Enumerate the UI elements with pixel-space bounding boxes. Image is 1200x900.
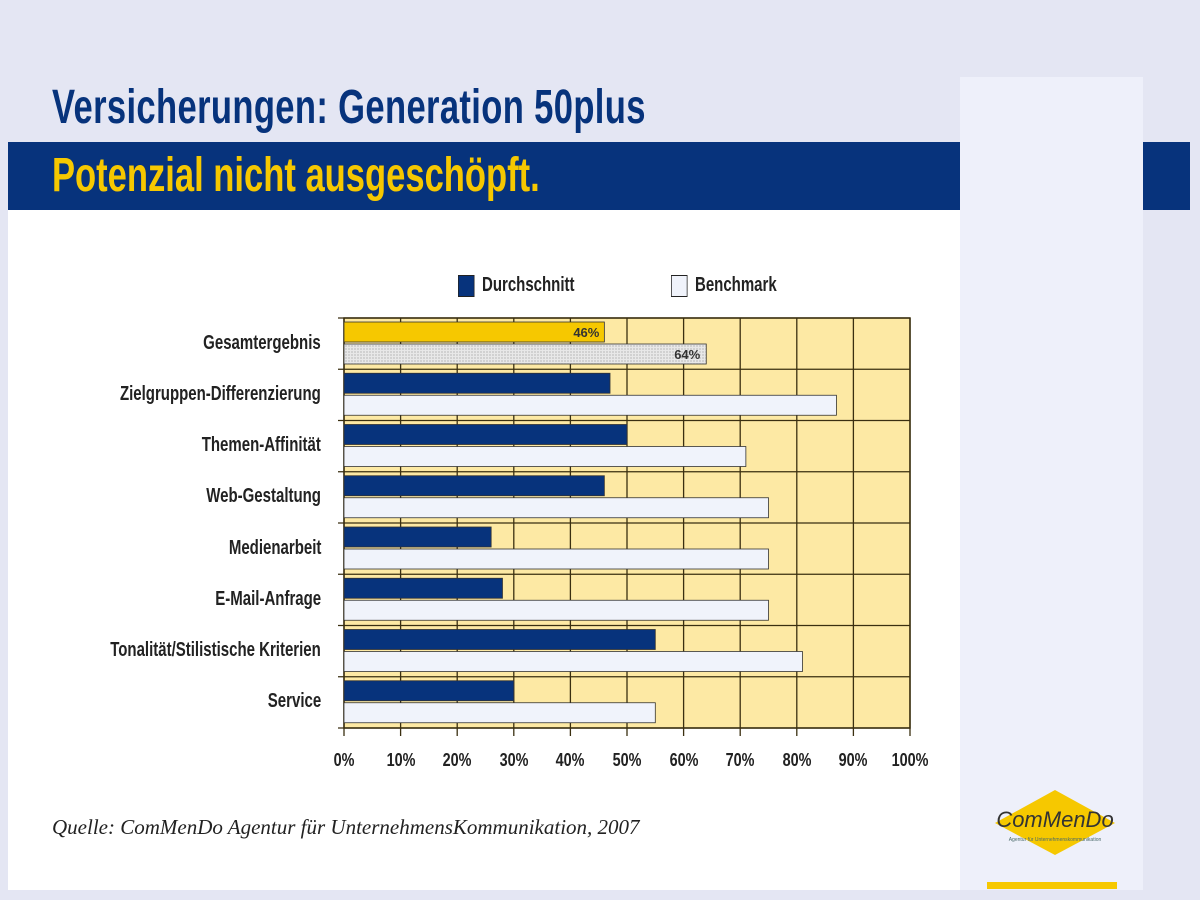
x-tick-label: 10% xyxy=(386,750,416,770)
x-tick-label: 40% xyxy=(555,750,585,770)
bar-durchschnitt xyxy=(343,680,515,702)
category-label: Themen-Affinität xyxy=(201,434,321,457)
legend-item-durchschnitt: Durchschnitt xyxy=(458,274,575,297)
x-tick-label: 90% xyxy=(838,750,868,770)
bar-durchschnitt xyxy=(343,424,628,445)
bar-benchmark xyxy=(343,446,747,467)
legend-item-benchmark: Benchmark xyxy=(671,274,777,297)
side-panel xyxy=(960,77,1143,890)
x-tick-label: 100% xyxy=(891,750,929,770)
legend-swatch-benchmark xyxy=(671,274,688,297)
bar-benchmark xyxy=(343,702,656,724)
bar-benchmark xyxy=(343,394,837,416)
x-tick-label: 50% xyxy=(612,750,642,770)
svg-text:Agentur für Unternehmenskommun: Agentur für Unternehmenskommunikation xyxy=(1009,837,1102,843)
bar-benchmark xyxy=(343,599,769,621)
category-label: Medienarbeit xyxy=(228,536,321,559)
bar-benchmark xyxy=(343,651,803,672)
legend-label: Benchmark xyxy=(695,274,777,296)
x-tick-label: 80% xyxy=(782,750,812,770)
x-tick-label: 30% xyxy=(499,750,529,770)
x-tick-label: 0% xyxy=(333,750,355,770)
category-label: Gesamtergebnis xyxy=(203,331,321,354)
bar-durchschnitt xyxy=(343,577,503,599)
commendo-logo: ComMenDo Agentur für Unternehmenskommuni… xyxy=(995,790,1115,855)
logo-accent-bar xyxy=(987,882,1117,889)
bar-benchmark xyxy=(343,548,769,570)
category-label: E-Mail-Anfrage xyxy=(215,587,321,610)
x-tick-label: 20% xyxy=(442,750,472,770)
legend-swatch-durchschnitt xyxy=(458,274,475,297)
data-label-benchmark: 64% xyxy=(674,347,700,362)
source-note: Quelle: ComMenDo Agentur für Unternehmen… xyxy=(52,815,640,839)
bar-durchschnitt xyxy=(343,629,656,650)
x-tick-label: 60% xyxy=(669,750,699,770)
category-label: Tonalität/Stilistische Kriterien xyxy=(110,639,321,662)
bar-durchschnitt xyxy=(343,526,492,548)
bar-benchmark xyxy=(343,497,769,519)
page-subtitle: Potenzial nicht ausgeschöpft. xyxy=(52,149,540,202)
x-tick-label: 70% xyxy=(725,750,755,770)
bar-durchschnitt xyxy=(343,475,605,497)
bar-benchmark xyxy=(343,343,707,365)
category-label: Web-Gestaltung xyxy=(206,485,321,508)
svg-text:ComMenDo: ComMenDo xyxy=(996,807,1113,832)
legend-label: Durchschnitt xyxy=(482,274,575,296)
data-label-durchschnitt: 46% xyxy=(573,325,599,340)
category-label: Service xyxy=(267,690,321,713)
bar-durchschnitt xyxy=(343,372,611,394)
page-title: Versicherungen: Generation 50plus xyxy=(52,81,646,134)
category-label: Zielgruppen-Differenzierung xyxy=(120,382,321,405)
bar-durchschnitt xyxy=(343,321,605,343)
